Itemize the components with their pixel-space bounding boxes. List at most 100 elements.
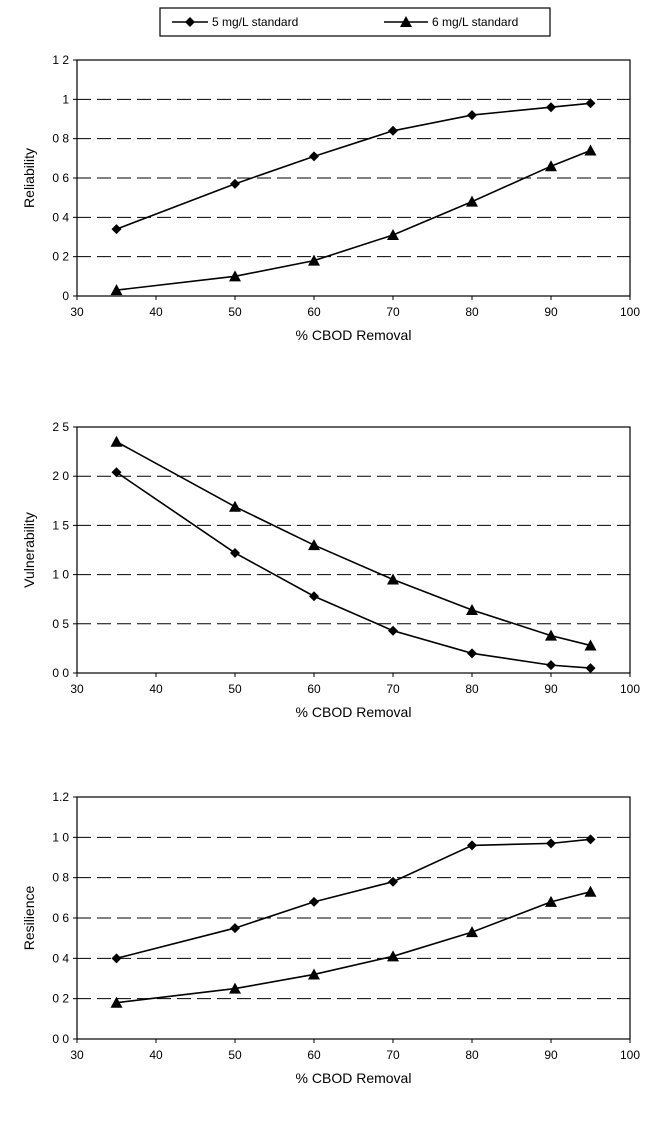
vulnerability-series-line-5mgl: [116, 471, 591, 669]
resilience-xtick-label: 90: [544, 1048, 558, 1062]
resilience-xtick-label: 50: [228, 1048, 242, 1062]
vulnerability-ytick-label: 2 5: [52, 420, 69, 434]
vulnerability-x-axis-title: % CBOD Removal: [296, 704, 412, 720]
resilience-point-6mgl: [545, 895, 557, 907]
vulnerability-point-5mgl: [546, 660, 556, 671]
reliability-point-5mgl: [467, 110, 477, 121]
vulnerability-point-5mgl: [388, 625, 398, 636]
reliability-chart: 0 0 2 0 4 0 6 0 8 1 1 2 30 40 50 60 70 80 90 100 % CBOD…: [21, 53, 640, 343]
resilience-point-5mgl: [111, 953, 122, 964]
vulnerability-point-5mgl: [111, 467, 122, 478]
legend-label-6mgl: 6 mg/L standard: [432, 15, 518, 29]
vulnerability-point-6mgl: [387, 573, 399, 585]
vulnerability-xtick-label: 90: [544, 682, 558, 696]
resilience-series-line-5mgl: [116, 838, 591, 960]
vulnerability-point-5mgl: [467, 648, 477, 659]
resilience-y-axis-title: Resilience: [21, 885, 37, 950]
reliability-point-6mgl: [545, 160, 557, 172]
resilience-x-axis-title: % CBOD Removal: [296, 1070, 412, 1086]
legend-box: [159, 7, 551, 37]
legend-diamond-icon: [185, 17, 195, 27]
resilience-ytick-label: 0 2: [52, 992, 69, 1006]
reliability-point-5mgl: [111, 224, 122, 235]
resilience-point-5mgl: [546, 838, 556, 849]
resilience-ytick-label: 0 0: [52, 1032, 69, 1046]
reliability-ytick-label: 1: [62, 92, 69, 106]
reliability-point-5mgl: [546, 102, 556, 113]
reliability-point-6mgl: [229, 270, 241, 282]
reliability-point-6mgl: [466, 195, 478, 207]
legend-entry-6mgl: 6 mg/L standard: [384, 15, 518, 29]
vulnerability-point-6mgl: [110, 435, 123, 447]
reliability-xtick-label: 100: [620, 305, 640, 319]
reliability-ytick-label: 0 6: [52, 171, 69, 185]
reliability-xtick-label: 90: [544, 305, 558, 319]
vulnerability-ytick-label: 2 0: [52, 469, 69, 483]
resilience-xtick-label: 60: [307, 1048, 321, 1062]
reliability-y-axis-title: Reliability: [21, 148, 37, 208]
legend-label-5mgl: 5 mg/L standard: [212, 15, 298, 29]
vulnerability-point-5mgl: [585, 663, 596, 674]
vulnerability-series-line-6mgl: [116, 441, 591, 647]
resilience-point-5mgl: [388, 876, 398, 887]
reliability-point-6mgl: [110, 284, 123, 296]
reliability-point-5mgl: [585, 98, 596, 109]
vulnerability-y-axis-title: Vulnerability: [21, 512, 37, 588]
reliability-point-6mgl: [308, 254, 320, 266]
reliability-ytick-label: 0 2: [52, 250, 69, 264]
reliability-xtick-label: 30: [70, 305, 84, 319]
resilience-point-5mgl: [230, 923, 240, 934]
reliability-series-line-5mgl: [116, 102, 591, 230]
vulnerability-point-6mgl: [545, 629, 557, 641]
legend-triangle-icon: [400, 16, 412, 27]
legend-entry-5mgl: 5 mg/L standard: [172, 15, 298, 29]
reliability-xtick-label: 50: [228, 305, 242, 319]
reliability-xtick-label: 60: [307, 305, 321, 319]
reliability-point-5mgl: [388, 125, 398, 136]
resilience-xtick-label: 70: [386, 1048, 400, 1062]
legend: 5 mg/L standard 6 mg/L standard: [159, 7, 551, 37]
resilience-series-line-6mgl: [116, 891, 591, 1004]
reliability-point-6mgl: [387, 229, 399, 241]
reliability-series-line-6mgl: [116, 149, 591, 291]
vulnerability-point-5mgl: [309, 591, 319, 602]
reliability-xtick-label: 40: [149, 305, 163, 319]
vulnerability-xtick-label: 100: [620, 682, 640, 696]
vulnerability-point-6mgl: [584, 639, 597, 651]
resilience-ytick-label: 0 4: [52, 951, 69, 965]
resilience-xtick-label: 40: [149, 1048, 163, 1062]
resilience-xtick-label: 100: [620, 1048, 640, 1062]
resilience-ytick-label: 0 8: [52, 871, 69, 885]
vulnerability-xtick-label: 80: [465, 682, 479, 696]
resilience-point-6mgl: [308, 968, 320, 980]
vulnerability-xtick-label: 30: [70, 682, 84, 696]
resilience-ytick-label: 1 0: [52, 830, 69, 844]
reliability-xtick-label: 70: [386, 305, 400, 319]
vulnerability-xtick-label: 60: [307, 682, 321, 696]
vulnerability-ytick-label: 0 0: [52, 666, 69, 680]
vulnerability-point-6mgl: [308, 539, 320, 551]
resilience-chart: 0 0 0 2 0 4 0 6 0 8 1 0 1.2 30 40 50 60 70 80 90 100 % …: [21, 790, 640, 1086]
resilience-ytick-label: 0 6: [52, 911, 69, 925]
reliability-point-6mgl: [584, 144, 597, 156]
resilience-point-5mgl: [467, 840, 477, 851]
vulnerability-xtick-label: 40: [149, 682, 163, 696]
resilience-point-6mgl: [387, 950, 399, 962]
reliability-ytick-label: 0 8: [52, 132, 69, 146]
resilience-point-6mgl: [466, 926, 478, 938]
vulnerability-ytick-label: 1 5: [52, 518, 69, 532]
vulnerability-point-6mgl: [466, 604, 478, 616]
reliability-x-axis-title: % CBOD Removal: [296, 327, 412, 343]
reliability-ytick-label: 1 2: [52, 53, 69, 67]
vulnerability-ytick-label: 0 5: [52, 617, 69, 631]
vulnerability-chart: 0 00 51 01 52 02 530 40 50 60 70 80 90 100% CBO…: [21, 420, 640, 720]
resilience-point-5mgl: [309, 896, 319, 907]
vulnerability-xtick-label: 70: [386, 682, 400, 696]
resilience-point-6mgl: [229, 982, 241, 994]
vulnerability-xtick-label: 50: [228, 682, 242, 696]
resilience-ytick-label: 1.2: [52, 790, 69, 804]
resilience-point-5mgl: [585, 834, 596, 845]
reliability-point-5mgl: [230, 178, 240, 189]
resilience-point-6mgl: [584, 885, 597, 897]
